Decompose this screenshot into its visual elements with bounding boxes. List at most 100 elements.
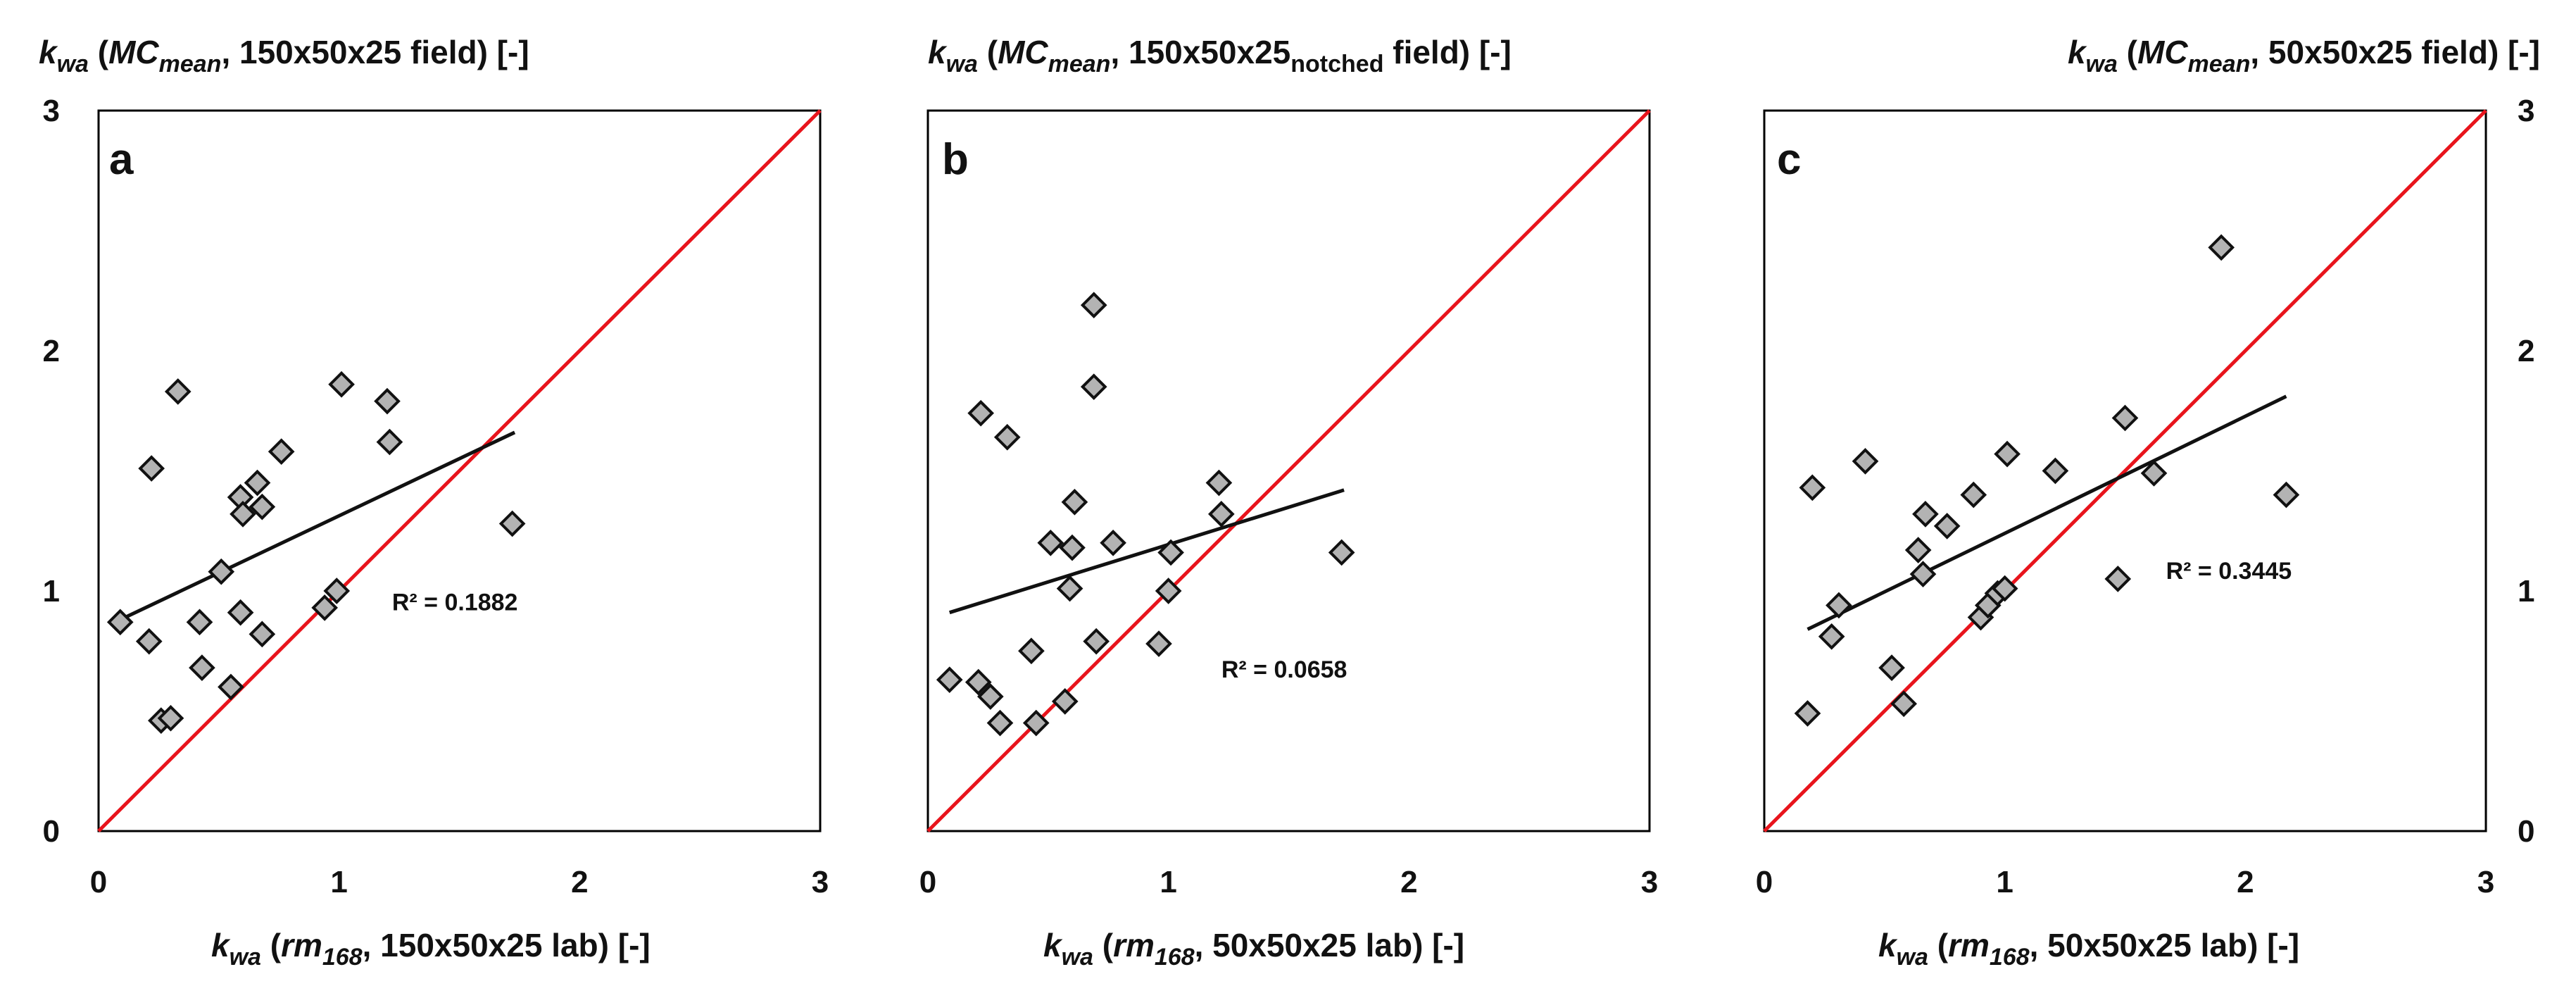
xlabel-symbol-subscript: wa bbox=[230, 944, 261, 971]
data-point-diamond bbox=[268, 438, 295, 466]
y-tick-label: 0 bbox=[2518, 814, 2534, 849]
y-tick-label: 1 bbox=[2518, 574, 2534, 609]
title-tail: field) [-] bbox=[1383, 34, 1511, 70]
data-point-diamond bbox=[157, 704, 184, 732]
data-point-diamond bbox=[1328, 539, 1355, 566]
x-tick-labels: 0 1 2 3 bbox=[90, 865, 829, 899]
data-point-diamond bbox=[1826, 592, 1852, 619]
y-tick-labels: 0 1 2 3 bbox=[43, 94, 60, 849]
r-squared-label: R² = 0.0658 bbox=[1221, 656, 1347, 683]
data-point-diamond bbox=[227, 599, 254, 626]
data-point-diamond bbox=[1022, 709, 1050, 737]
y-tick-label: 2 bbox=[43, 334, 60, 368]
data-point-diamond bbox=[986, 709, 1014, 737]
data-point-diamond bbox=[1056, 575, 1083, 602]
xlabel-symbol-subscript: wa bbox=[1897, 944, 1928, 971]
data-point-diamond bbox=[328, 370, 355, 398]
data-point-diamond bbox=[1208, 501, 1235, 528]
data-point-diamond bbox=[1799, 474, 1826, 501]
data-point-diamond bbox=[1794, 700, 1821, 727]
xlabel-variable: rm bbox=[1948, 927, 1990, 963]
data-point-diamond bbox=[186, 609, 213, 636]
x-tick-label: 3 bbox=[812, 865, 829, 899]
data-point-diamond bbox=[1037, 529, 1064, 556]
x-axis-title: kwa (rm168, 50x50x25 lab) [-] bbox=[1043, 927, 1464, 971]
y-tick-labels: 0 1 2 3 bbox=[2518, 94, 2534, 849]
reference-line-1to1 bbox=[97, 109, 822, 832]
data-point-diamond bbox=[374, 387, 401, 415]
x-tick-label: 2 bbox=[571, 865, 588, 899]
data-point-diamond bbox=[2208, 234, 2235, 261]
x-tick-label: 0 bbox=[1756, 865, 1773, 899]
data-point-diamond bbox=[2273, 481, 2300, 509]
data-point-diamond bbox=[138, 455, 165, 482]
x-axis-title: kwa (rm168, 150x50x25 lab) [-] bbox=[211, 927, 651, 971]
data-point-diamond bbox=[189, 654, 215, 681]
r-squared-label: R² = 0.3445 bbox=[2166, 558, 2292, 585]
data-point-diamond bbox=[1904, 537, 1932, 563]
data-point-diamond bbox=[376, 428, 403, 456]
title-variable: MC bbox=[998, 34, 1048, 70]
xlabel-variable-subscript: 168 bbox=[1155, 944, 1195, 971]
data-point-diamond bbox=[230, 501, 256, 528]
title-variable: MC bbox=[108, 34, 159, 70]
data-point-diamond bbox=[1155, 578, 1182, 604]
data-point-diamond bbox=[1080, 292, 1107, 319]
data-point-diamond bbox=[311, 594, 338, 621]
data-point-diamond bbox=[2140, 460, 2168, 487]
trendline bbox=[119, 430, 516, 622]
xlabel-open: ( bbox=[1928, 927, 1949, 963]
data-point-diamond bbox=[1018, 637, 1045, 665]
data-point-diamond bbox=[967, 399, 994, 427]
data-point-diamond bbox=[1080, 373, 1107, 400]
r-squared-label: R² = 0.1882 bbox=[392, 589, 518, 616]
data-point-diamond bbox=[1059, 534, 1086, 561]
y-axis-title: kwa (MCmean, 150x50x25notched field) [-] bbox=[928, 34, 1512, 77]
y-axis-title: kwa (MCmean, 50x50x25 field) [-] bbox=[2068, 34, 2540, 77]
data-point-diamond bbox=[2111, 404, 2139, 432]
xlabel-variable: rm bbox=[281, 927, 322, 963]
x-tick-label: 2 bbox=[2237, 865, 2254, 899]
x-axis-title: kwa (rm168, 50x50x25 lab) [-] bbox=[1878, 927, 2299, 971]
data-point-diamond bbox=[244, 469, 271, 497]
x-tick-label: 0 bbox=[919, 865, 936, 899]
trendline bbox=[1807, 394, 2287, 631]
xlabel-variable-subscript: 168 bbox=[1990, 944, 2030, 971]
y-axis-title: kwa (MCmean, 150x50x25 field) [-] bbox=[39, 34, 529, 77]
data-point-diamond bbox=[1878, 654, 1905, 681]
data-point-diamond bbox=[1933, 513, 1961, 539]
data-point-diamond bbox=[1083, 628, 1110, 655]
data-point-diamond bbox=[1061, 489, 1088, 516]
data-point-diamond bbox=[249, 620, 276, 648]
xlabel-open: ( bbox=[261, 927, 282, 963]
title-symbol-subscript: wa bbox=[946, 51, 978, 77]
x-tick-labels: 0 1 2 3 bbox=[1756, 865, 2494, 899]
xlabel-rest: , 50x50x25 lab) [-] bbox=[2030, 927, 2300, 963]
title-symbol-subscript: wa bbox=[57, 51, 89, 77]
title-variable-subscript: mean bbox=[2188, 51, 2251, 77]
y-tick-label: 3 bbox=[43, 94, 60, 128]
title-open: ( bbox=[89, 34, 109, 70]
panel-letter: a bbox=[109, 135, 134, 184]
data-point-diamond bbox=[1991, 575, 2018, 602]
title-rest: , 150x50x25 bbox=[1110, 34, 1290, 70]
title-rest: , 150x50x25 field) [-] bbox=[221, 34, 529, 70]
xlabel-symbol: k bbox=[1878, 927, 1898, 963]
x-tick-labels: 0 1 2 3 bbox=[919, 865, 1658, 899]
title-open: ( bbox=[2118, 34, 2138, 70]
y-tick-label: 3 bbox=[2518, 94, 2534, 128]
data-point-diamond bbox=[2042, 457, 2069, 485]
xlabel-rest: , 150x50x25 lab) [-] bbox=[363, 927, 651, 963]
panel-letter: b bbox=[942, 135, 969, 184]
reference-line-1to1 bbox=[1763, 109, 2487, 832]
data-point-diamond bbox=[1852, 448, 1879, 475]
data-point-diamond bbox=[135, 628, 163, 655]
xlabel-symbol: k bbox=[211, 927, 231, 963]
x-tick-label: 1 bbox=[1996, 865, 2013, 899]
x-tick-label: 1 bbox=[330, 865, 347, 899]
xlabel-open: ( bbox=[1093, 927, 1114, 963]
title-symbol: k bbox=[2068, 34, 2087, 70]
